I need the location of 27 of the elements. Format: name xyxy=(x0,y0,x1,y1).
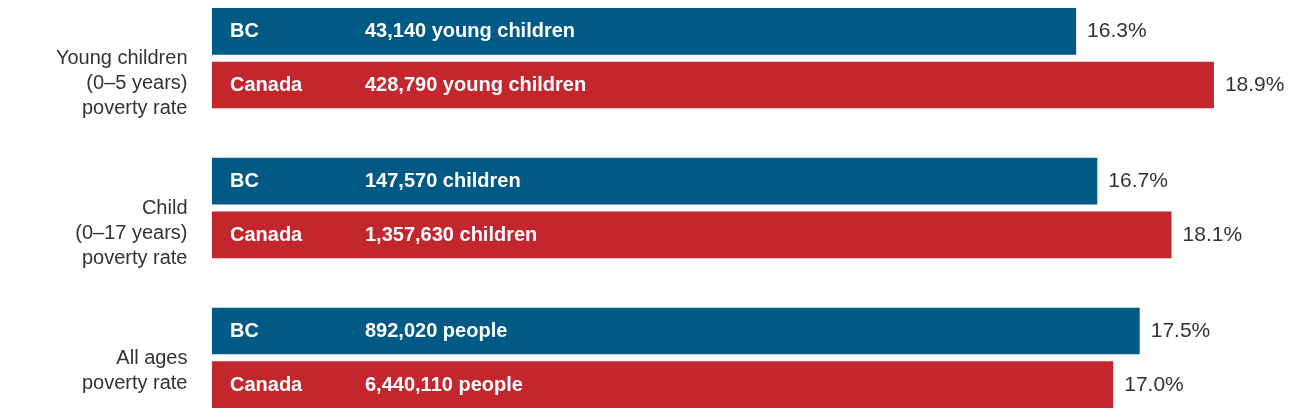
data-label: 18.1% xyxy=(1182,221,1243,245)
data-label: 17.0% xyxy=(1124,371,1184,395)
annotation: 6,440,110 people xyxy=(365,372,523,395)
series-label: Canada xyxy=(230,372,304,395)
data-label: 16.3% xyxy=(1087,18,1147,42)
text: Canada xyxy=(230,222,303,245)
annotation: 428,790 young children xyxy=(365,73,587,96)
bar xyxy=(212,307,1140,355)
data-label: 17.5% xyxy=(1150,317,1211,341)
text: BC xyxy=(230,169,259,192)
bar xyxy=(212,157,1098,205)
y-tick-label: All ages poverty rate xyxy=(81,345,188,393)
series-label: BC xyxy=(230,318,259,341)
bar xyxy=(212,211,1172,259)
bar xyxy=(212,361,1114,408)
annotation: 147,570 children xyxy=(365,169,521,192)
annotation: 43,140 young children xyxy=(365,19,576,42)
data-label: 16.7% xyxy=(1108,168,1168,192)
bar xyxy=(212,61,1214,109)
annotation: 892,020 people xyxy=(365,318,508,341)
text: BC xyxy=(230,19,259,42)
annotation: 1,357,630 children xyxy=(365,222,538,245)
y-tick-label: Child (0–17 years) poverty rate xyxy=(75,196,188,268)
y-tick-label: Young children (0–5 years) poverty rate xyxy=(55,46,188,119)
data-label: 18.9% xyxy=(1224,72,1285,96)
bar xyxy=(212,8,1077,55)
text: Canada xyxy=(230,73,303,96)
